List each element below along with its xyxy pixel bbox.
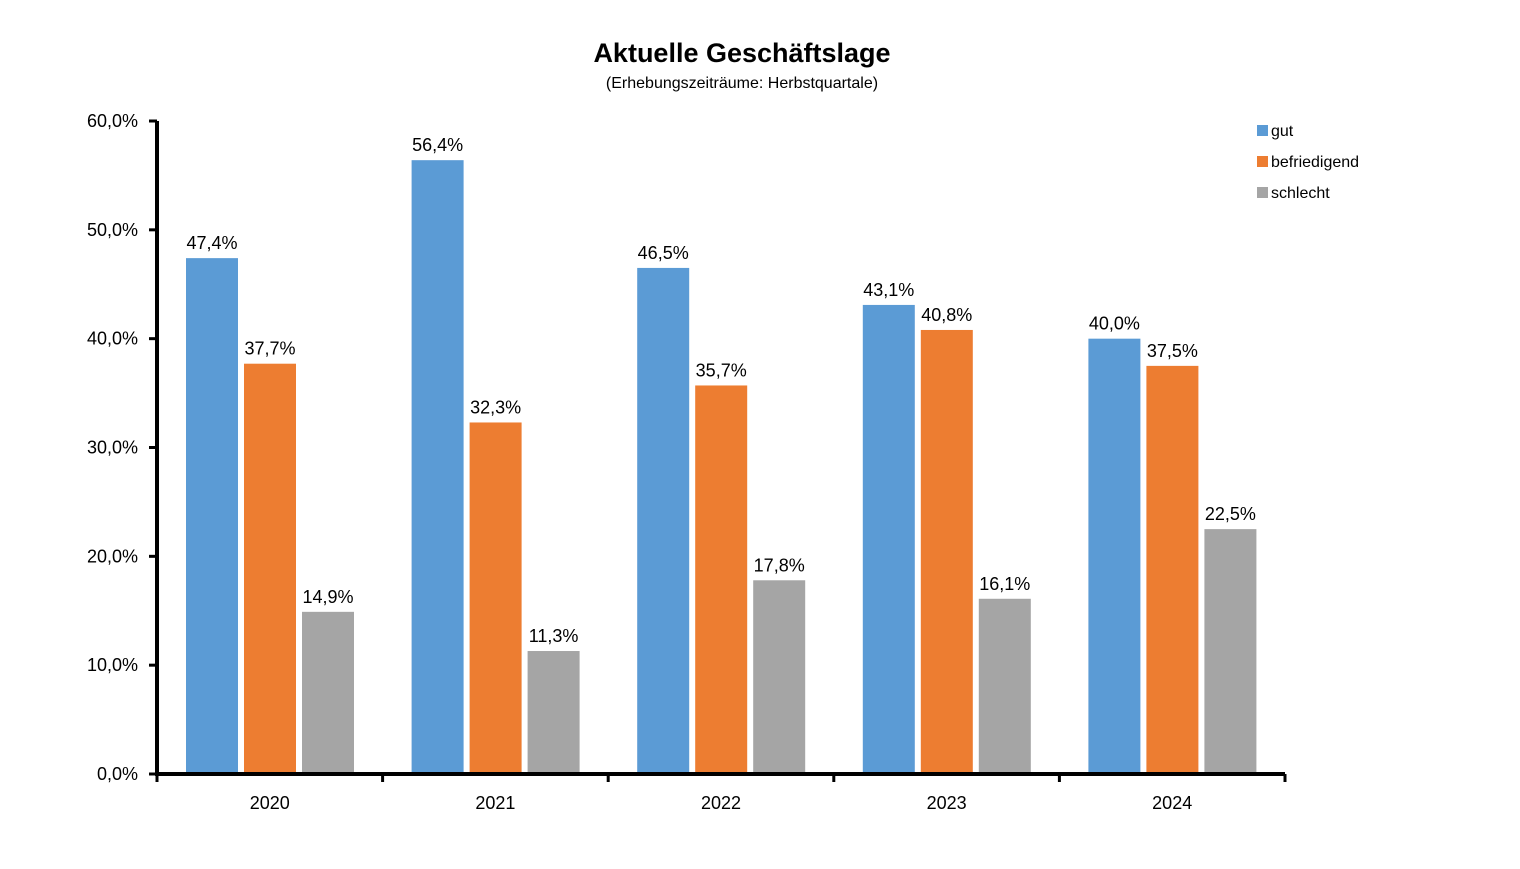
bar-schlecht-2021 (527, 651, 580, 774)
y-tick-label-4: 40,0% (87, 329, 138, 349)
y-tick-label-0: 0,0% (97, 764, 138, 784)
data-label-schlecht-2024: 22,5% (1205, 504, 1256, 524)
bar-gut-2022 (637, 267, 690, 774)
data-label-gut-2020: 47,4% (186, 233, 237, 253)
bar-befriedigend-2023 (920, 329, 973, 774)
data-label-befriedigend-2023: 40,8% (921, 305, 972, 325)
bars-layer (186, 160, 1257, 774)
legend-swatch-gut (1257, 125, 1268, 136)
data-label-befriedigend-2021: 32,3% (470, 397, 521, 417)
data-label-befriedigend-2020: 37,7% (244, 339, 295, 359)
chart-subtitle: (Erhebungszeiträume: Herbstquartale) (605, 75, 879, 92)
chart-title: Aktuelle Geschäftslage (593, 38, 891, 68)
x-tick-label-2023: 2023 (927, 793, 967, 813)
data-label-befriedigend-2022: 35,7% (696, 360, 747, 380)
y-tick-label-5: 50,0% (87, 220, 138, 240)
legend: gut befriedigend schlecht (1257, 123, 1359, 202)
data-label-gut-2023: 43,1% (863, 280, 914, 300)
bar-schlecht-2024 (1204, 529, 1257, 774)
data-label-gut-2022: 46,5% (638, 243, 689, 263)
legend-swatch-schlecht (1257, 187, 1268, 198)
bar-befriedigend-2020 (244, 363, 296, 774)
data-label-schlecht-2021: 11,3% (529, 626, 579, 646)
data-label-schlecht-2020: 14,9% (302, 587, 353, 607)
bar-gut-2020 (186, 258, 238, 774)
data-label-gut-2024: 40,0% (1089, 314, 1140, 334)
x-tick-label-2021: 2021 (475, 793, 515, 813)
bar-schlecht-2020 (302, 611, 354, 774)
bar-schlecht-2023 (978, 598, 1031, 774)
data-label-schlecht-2022: 17,8% (754, 555, 805, 575)
bar-gut-2023 (862, 304, 915, 774)
data-label-schlecht-2023: 16,1% (979, 574, 1030, 594)
bar-befriedigend-2022 (695, 385, 748, 774)
x-tick-label-2020: 2020 (250, 793, 290, 813)
y-tick-label-1: 10,0% (87, 655, 138, 675)
bar-befriedigend-2024 (1146, 365, 1199, 774)
bar-gut-2024 (1088, 338, 1141, 774)
x-tick-label-2022: 2022 (701, 793, 741, 813)
bar-befriedigend-2021 (469, 422, 522, 774)
y-tick-label-2: 20,0% (87, 546, 138, 566)
legend-swatch-befriedigend (1257, 156, 1268, 167)
bar-schlecht-2022 (753, 580, 806, 774)
x-tick-label-2024: 2024 (1152, 793, 1192, 813)
legend-label-gut: gut (1271, 123, 1294, 140)
data-labels-layer: 47,4% 56,4% 46,5% 43,1% 40,0% 37,7% 32,3% 35,7%… (186, 135, 1255, 646)
legend-label-schlecht: schlecht (1271, 185, 1330, 202)
bar-gut-2021 (411, 160, 464, 774)
y-tick-label-6: 60,0% (87, 111, 138, 131)
y-tick-label-3: 30,0% (87, 438, 138, 458)
data-label-befriedigend-2024: 37,5% (1147, 341, 1198, 361)
data-label-gut-2021: 56,4% (412, 135, 463, 155)
axes-layer: 0,0% 10,0% 20,0% 30,0% 40,0% 50,0% 60,0% 2020 20… (87, 111, 1287, 813)
legend-label-befriedigend: befriedigend (1271, 154, 1359, 171)
